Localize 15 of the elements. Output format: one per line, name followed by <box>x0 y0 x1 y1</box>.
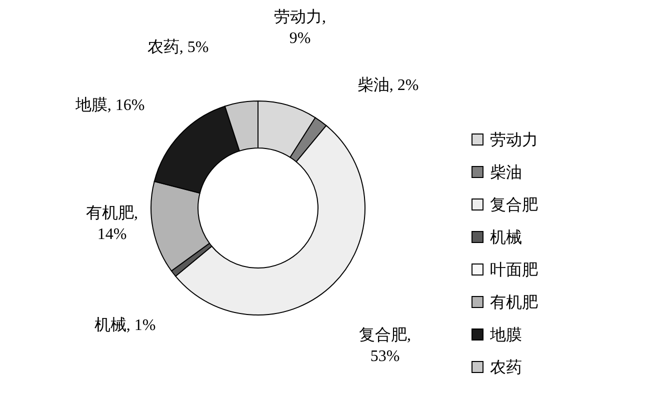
legend-label: 叶面肥 <box>490 261 538 279</box>
legend-label: 有机肥 <box>490 294 538 312</box>
legend-label: 复合肥 <box>490 196 538 214</box>
data-label: 机械, 1% <box>94 316 156 334</box>
legend-label: 机械 <box>490 228 522 246</box>
legend-label: 柴油 <box>490 164 522 182</box>
legend-label: 劳动力 <box>490 131 538 149</box>
data-label: 农药, 5% <box>147 38 209 56</box>
legend-label: 地膜 <box>489 326 522 344</box>
data-label: 有机肥, 14% <box>86 204 138 243</box>
data-label: 柴油, 2% <box>357 76 419 94</box>
data-label: 复合肥, 53% <box>359 326 411 365</box>
data-label: 地膜, 16% <box>74 96 145 114</box>
legend-label: 农药 <box>490 358 522 376</box>
data-label: 劳动力, 9% <box>274 8 326 47</box>
